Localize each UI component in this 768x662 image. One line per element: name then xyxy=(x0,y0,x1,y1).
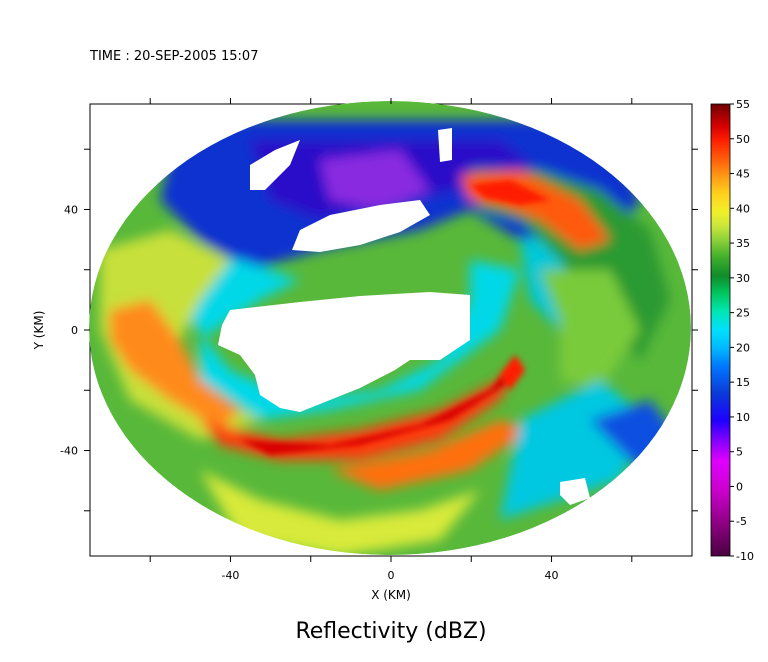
colorbar-tick-label: 55 xyxy=(736,98,750,111)
nodata-ne xyxy=(438,128,452,162)
colorbar-tick-label: 10 xyxy=(736,411,750,424)
nodata-center xyxy=(218,292,470,412)
colorbar-tick-label: 50 xyxy=(736,133,750,146)
time-label: TIME : 20-SEP-2005 15:07 xyxy=(89,49,258,64)
colorbar xyxy=(710,103,731,557)
y-axis: -40 0 40 xyxy=(60,148,698,512)
colorbar-tick-label: 25 xyxy=(736,307,750,320)
y-tick-label: 0 xyxy=(71,324,78,337)
y-tick-label: -40 xyxy=(60,445,78,458)
chart-title: Reflectivity (dBZ) xyxy=(295,619,486,644)
colorbar-tick-label: 40 xyxy=(736,202,750,215)
x-axis: -40 0 40 xyxy=(149,98,633,582)
x-axis-label: X (KM) xyxy=(371,588,411,602)
colorbar-tick-label: 5 xyxy=(736,446,743,459)
colorbar-ticks: -10 -5 0 5 10 15 20 25 30 35 40 45 50 55 xyxy=(730,98,754,563)
colorbar-tick-label: -10 xyxy=(736,550,754,563)
colorbar-tick-label: 30 xyxy=(736,272,750,285)
colorbar-tick-label: -5 xyxy=(736,515,747,528)
x-tick-label: -40 xyxy=(221,569,239,582)
nodata-north xyxy=(292,200,430,252)
x-tick-label: 0 xyxy=(388,569,395,582)
colorbar-tick-label: 20 xyxy=(736,341,750,354)
colorbar-tick-label: 0 xyxy=(736,480,743,493)
reflectivity-field xyxy=(89,101,691,555)
y-tick-label: 40 xyxy=(64,203,78,216)
colorbar-tick-label: 45 xyxy=(736,168,750,181)
nodata-nw xyxy=(250,140,300,190)
y-axis-label: Y (KM) xyxy=(32,311,46,351)
colorbar-tick-label: 35 xyxy=(736,237,750,250)
x-tick-label: 40 xyxy=(545,569,559,582)
nodata-se xyxy=(560,478,590,505)
colorbar-tick-label: 15 xyxy=(736,376,750,389)
